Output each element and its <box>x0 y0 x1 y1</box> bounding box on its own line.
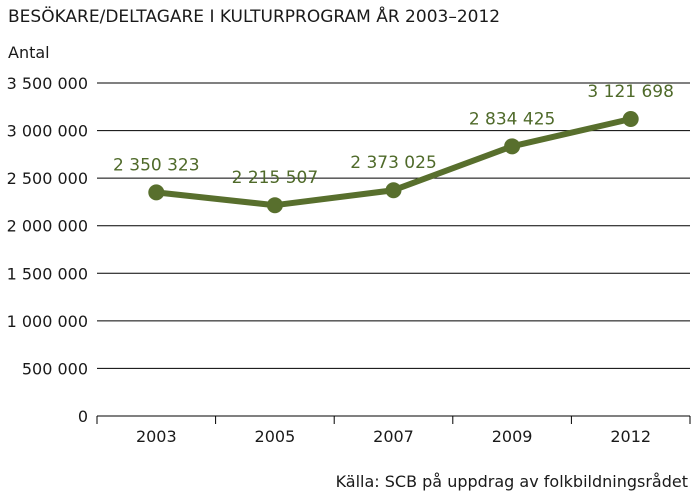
x-tick-label: 2012 <box>610 427 651 446</box>
y-tick-label: 1 500 000 <box>7 264 88 283</box>
x-tick-labels: 2003 2005 2007 2009 2012 <box>96 416 691 446</box>
y-tick-label: 3 500 000 <box>7 74 88 93</box>
y-axis-label: Antal <box>8 43 50 62</box>
y-tick-label: 2 000 000 <box>7 217 88 236</box>
y-tick-label: 2 500 000 <box>7 169 88 188</box>
y-tick-label: 500 000 <box>22 359 88 378</box>
data-label: 2 350 323 <box>113 155 200 175</box>
data-label: 2 215 507 <box>232 168 319 188</box>
x-tick-label: 2005 <box>255 427 296 446</box>
x-tick-label: 2007 <box>373 427 414 446</box>
data-point <box>504 138 521 155</box>
grid-lines <box>97 82 690 417</box>
data-point <box>148 184 165 201</box>
data-label: 3 121 698 <box>587 82 674 102</box>
data-point <box>266 197 283 214</box>
y-tick-label: 0 <box>78 407 88 426</box>
x-tick-label: 2003 <box>136 427 177 446</box>
data-labels: 2 350 323 2 215 507 2 373 025 2 834 425 3 12… <box>113 82 674 188</box>
source-note: Källa: SCB på uppdrag av folkbildningsrå… <box>336 472 688 491</box>
data-point <box>622 110 639 127</box>
y-tick-label: 3 000 000 <box>7 122 88 141</box>
y-tick-label: 1 000 000 <box>7 312 88 331</box>
x-tick-label: 2009 <box>492 427 533 446</box>
data-label: 2 834 425 <box>469 109 556 129</box>
data-point <box>385 182 402 199</box>
chart-title: BESÖKARE/DELTAGARE I KULTURPROGRAM ÅR 20… <box>8 5 500 27</box>
y-tick-labels: 0 500 000 1 000 000 1 500 000 2 000 000 2 500… <box>7 74 88 426</box>
data-points <box>148 110 639 214</box>
data-label: 2 373 025 <box>350 153 437 173</box>
